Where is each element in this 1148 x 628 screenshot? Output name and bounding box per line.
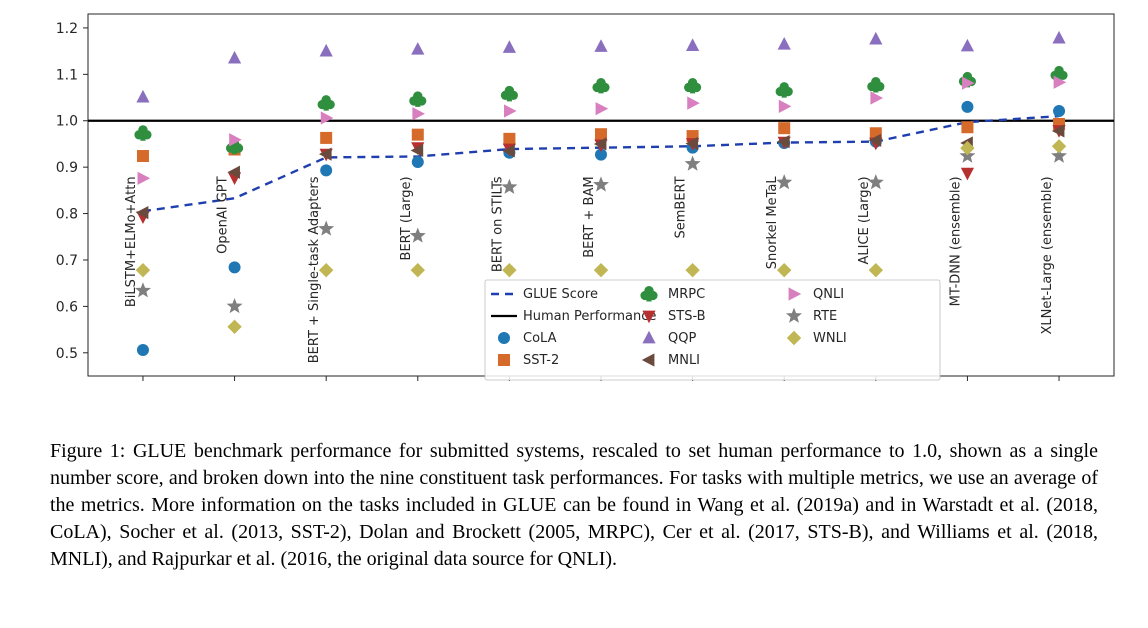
legend-label-human: Human Performance — [523, 309, 656, 324]
svg-text:Snorkel MeTaL: Snorkel MeTaL — [765, 176, 780, 270]
figure-page: 0.5 0.6 0.7 0.8 0.9 1.0 1.1 1.2 BiLSTM+ELMo+Attn… — [0, 0, 1148, 628]
figure-caption-text: GLUE benchmark performance for submitted… — [50, 440, 1098, 570]
legend-label-SST2: SST-2 — [523, 353, 559, 368]
svg-text:BERT + BAM: BERT + BAM — [582, 176, 597, 257]
svg-text:0.8: 0.8 — [56, 207, 78, 223]
svg-text:ALICE (Large): ALICE (Large) — [857, 176, 872, 264]
legend-label-QQP: QQP — [668, 331, 696, 346]
legend-label-STSB: STS-B — [668, 309, 706, 324]
svg-text:0.5: 0.5 — [56, 346, 78, 362]
svg-text:XLNet-Large (ensemble): XLNet-Large (ensemble) — [1040, 176, 1055, 334]
svg-text:BiLSTM+ELMo+Attn: BiLSTM+ELMo+Attn — [124, 176, 139, 307]
legend-label-MRPC: MRPC — [668, 287, 705, 302]
svg-text:1.1: 1.1 — [56, 67, 78, 83]
legend-label-CoLA: CoLA — [523, 331, 557, 346]
svg-text:0.7: 0.7 — [56, 253, 78, 269]
legend-label-glue: GLUE Score — [523, 287, 598, 302]
figure-caption: Figure 1: GLUE benchmark performance for… — [50, 438, 1098, 573]
glue-chart: 0.5 0.6 0.7 0.8 0.9 1.0 1.1 1.2 BiLSTM+ELMo+Attn… — [30, 6, 1118, 416]
svg-text:MT-DNN (ensemble): MT-DNN (ensemble) — [948, 176, 963, 306]
legend-label-RTE: RTE — [813, 309, 837, 324]
legend-label-QNLI: QNLI — [813, 287, 844, 302]
legend: GLUE Score Human Performance CoLA SST-2 MRPC… — [485, 280, 940, 380]
svg-text:1.0: 1.0 — [56, 114, 78, 130]
svg-text:BERT on STILTs: BERT on STILTs — [490, 176, 505, 272]
figure-label: Figure 1: — [50, 440, 133, 462]
svg-text:0.6: 0.6 — [56, 299, 78, 315]
svg-text:BERT (Large): BERT (Large) — [399, 176, 414, 260]
svg-text:SemBERT: SemBERT — [674, 176, 689, 238]
legend-label-MNLI: MNLI — [668, 353, 700, 368]
svg-text:0.9: 0.9 — [56, 160, 78, 176]
glue-chart-svg: 0.5 0.6 0.7 0.8 0.9 1.0 1.1 1.2 BiLSTM+ELMo+Attn… — [30, 6, 1118, 416]
legend-label-WNLI: WNLI — [813, 331, 847, 346]
svg-text:OpenAI GPT: OpenAI GPT — [216, 176, 231, 253]
svg-text:1.2: 1.2 — [56, 21, 78, 37]
